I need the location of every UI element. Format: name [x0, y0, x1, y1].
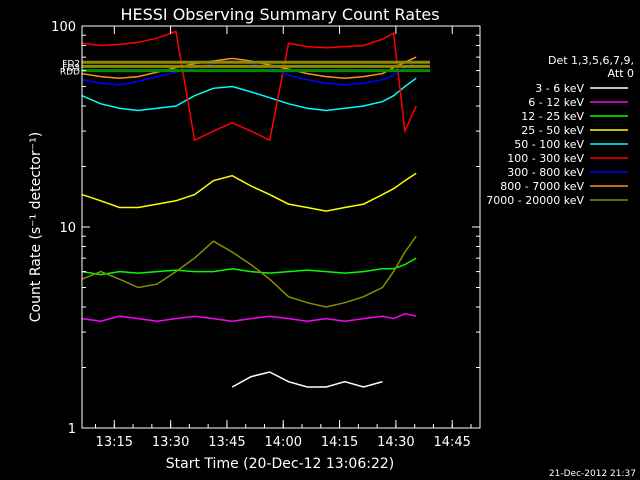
- x-tick-label-3: 13:45: [208, 435, 245, 450]
- annotation-label-fd3: FD3: [62, 63, 80, 73]
- legend-header-line-1: Det 1,3,5,6,7,9,: [548, 54, 634, 67]
- series-line-4: [81, 172, 417, 212]
- legend-label-1: 3 - 6 keV: [535, 82, 584, 95]
- axis-layer: 13:15 13:30 13:45 14:00 14:15 14:30 14:45 1 10 10…: [51, 20, 480, 450]
- y-axis-label: Count Rate (s⁻¹ detector⁻¹): [28, 132, 44, 322]
- plot-frame: [81, 25, 481, 429]
- x-tick-label-6: 14:30: [377, 435, 414, 450]
- x-tick-label-5: 14:15: [321, 435, 358, 450]
- x-tick-label-4: 14:00: [265, 435, 302, 450]
- x-tick-label-2: 13:30: [152, 435, 189, 450]
- legend-header-line-2: Att 0: [608, 67, 634, 80]
- x-axis-label: Start Time (20-Dec-12 13:06:22): [166, 456, 394, 472]
- annotation-label-fd2: FD2: [62, 59, 80, 69]
- annotation-label-rdd: RDD: [60, 68, 80, 78]
- series-line-7: [81, 60, 417, 86]
- legend-label-3: 12 - 25 keV: [521, 110, 584, 123]
- series-line-9: [81, 235, 417, 308]
- timestamp: 21-Dec-2012 21:37: [549, 469, 636, 479]
- y-tick-label-1: 1: [68, 422, 76, 437]
- legend-label-8: 800 - 7000 keV: [500, 180, 584, 193]
- series-line-3: [81, 257, 417, 276]
- series-line-2: [81, 313, 417, 322]
- legend-label-5: 50 - 100 keV: [514, 138, 584, 151]
- series-line-5: [81, 77, 417, 112]
- legend-label-6: 100 - 300 keV: [507, 152, 584, 165]
- y-tick-label-2: 10: [59, 221, 76, 236]
- legend-label-9: 7000 - 20000 keV: [486, 194, 584, 207]
- legend-label-7: 300 - 800 keV: [507, 166, 584, 179]
- legend-label-2: 6 - 12 keV: [528, 96, 584, 109]
- x-tick-label-7: 14:45: [433, 435, 470, 450]
- x-tick-label-1: 13:15: [96, 435, 133, 450]
- legend-label-4: 25 - 50 keV: [521, 124, 584, 137]
- series-line-1: [231, 371, 383, 388]
- chart-title: HESSI Observing Summary Count Rates: [120, 5, 439, 24]
- y-tick-label-3: 100: [51, 20, 76, 35]
- series-line-6: [81, 30, 417, 142]
